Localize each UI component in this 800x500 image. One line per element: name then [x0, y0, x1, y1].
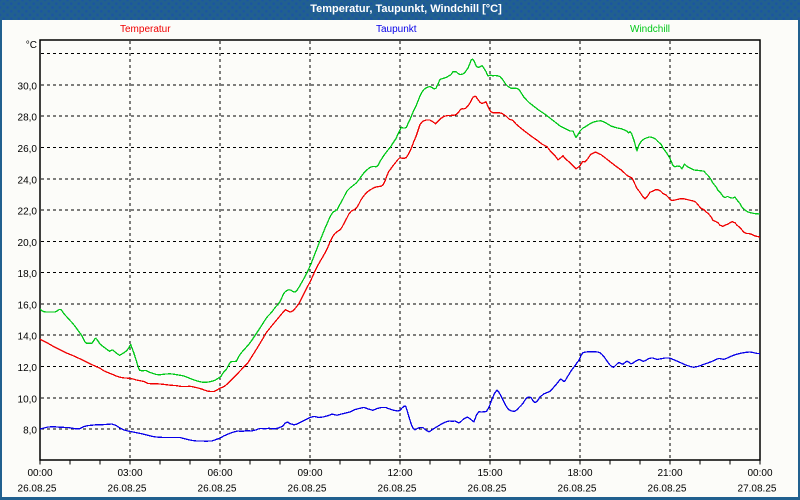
svg-text:03:00: 03:00 — [117, 468, 142, 479]
svg-text:26.08.25: 26.08.25 — [288, 484, 327, 495]
svg-text:18:00: 18:00 — [567, 468, 592, 479]
svg-text:°C: °C — [26, 40, 37, 51]
svg-text:22,0: 22,0 — [18, 207, 38, 218]
svg-text:26.08.25: 26.08.25 — [558, 484, 597, 495]
svg-text:8,0: 8,0 — [23, 426, 37, 437]
svg-text:26.08.25: 26.08.25 — [378, 484, 417, 495]
svg-text:12,0: 12,0 — [18, 363, 38, 374]
svg-text:00:00: 00:00 — [747, 468, 772, 479]
svg-text:14,0: 14,0 — [18, 332, 38, 343]
svg-text:06:00: 06:00 — [207, 468, 232, 479]
svg-text:26.08.25: 26.08.25 — [108, 484, 147, 495]
svg-text:12:00: 12:00 — [387, 468, 412, 479]
svg-text:00:00: 00:00 — [27, 468, 52, 479]
svg-text:27.08.25: 27.08.25 — [738, 484, 777, 495]
svg-text:18,0: 18,0 — [18, 269, 38, 280]
svg-text:16,0: 16,0 — [18, 300, 38, 311]
svg-text:30,0: 30,0 — [18, 81, 38, 92]
svg-text:15:00: 15:00 — [477, 468, 502, 479]
svg-text:20,0: 20,0 — [18, 238, 38, 249]
svg-text:21:00: 21:00 — [657, 468, 682, 479]
svg-text:28,0: 28,0 — [18, 113, 38, 124]
svg-text:10,0: 10,0 — [18, 394, 38, 405]
svg-text:26.08.25: 26.08.25 — [468, 484, 507, 495]
svg-text:26.08.25: 26.08.25 — [648, 484, 687, 495]
svg-text:26.08.25: 26.08.25 — [198, 484, 237, 495]
svg-text:26,0: 26,0 — [18, 144, 38, 155]
svg-text:26.08.25: 26.08.25 — [18, 484, 57, 495]
svg-text:24,0: 24,0 — [18, 175, 38, 186]
svg-text:09:00: 09:00 — [297, 468, 322, 479]
